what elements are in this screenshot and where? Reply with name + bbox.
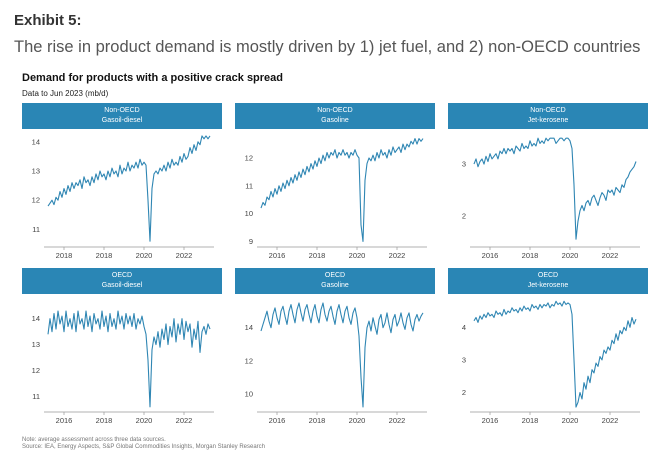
- series-line: [260, 138, 424, 242]
- panel-banner: Non-OECD Gasoil-diesel: [22, 103, 222, 129]
- x-tick-label: 2020: [349, 416, 366, 425]
- x-tick-label: 2018: [96, 416, 113, 425]
- panel-oecd-gasoil-diesel: OECD Gasoil-diesel 11 12 13 14 2016 2018 2020 2…: [22, 268, 222, 428]
- x-tick-label: 2018: [309, 251, 326, 260]
- chart-subtitle: Data to Jun 2023 (mb/d): [22, 89, 109, 98]
- y-tick-label: 9: [249, 237, 253, 246]
- y-tick-label: 13: [32, 167, 40, 176]
- panel-product: Jet-kerosene: [527, 282, 569, 289]
- y-tick-label: 4: [462, 323, 466, 332]
- x-tick-label: 2020: [349, 251, 366, 260]
- x-tick-label: 2016: [56, 416, 73, 425]
- chart-title: Demand for products with a positive crac…: [22, 72, 284, 84]
- footnotes: Note: average assessment across three da…: [22, 437, 265, 451]
- x-tick-label: 2020: [136, 416, 153, 425]
- x-tick-label: 2022: [176, 416, 193, 425]
- panel-oecd-gasoline: OECD Gasoline 10 12 14 2016 2018 2020 2022: [235, 268, 435, 428]
- x-tick-label: 2016: [482, 416, 499, 425]
- y-tick-label: 10: [245, 389, 253, 398]
- x-tick-label: 2016: [269, 251, 286, 260]
- y-tick-label: 12: [32, 366, 40, 375]
- x-tick-label: 2022: [389, 416, 406, 425]
- y-tick-label: 10: [245, 209, 253, 218]
- panel-product: Gasoil-diesel: [101, 117, 143, 124]
- panel-banner: OECD Gasoil-diesel: [22, 268, 222, 294]
- y-tick-label: 12: [245, 154, 253, 163]
- y-tick-label: 3: [462, 160, 466, 169]
- series-line: [260, 302, 424, 408]
- footnote-note: Note: average assessment across three da…: [22, 437, 166, 443]
- y-tick-label: 2: [462, 388, 466, 397]
- panel-region: Non-OECD: [317, 107, 353, 114]
- y-tick-label: 11: [32, 225, 40, 234]
- x-tick-label: 2022: [602, 416, 619, 425]
- panel-region: OECD: [537, 272, 559, 279]
- y-tick-label: 2: [462, 211, 466, 220]
- x-tick-label: 2016: [269, 416, 286, 425]
- y-tick-label: 14: [32, 137, 40, 146]
- panel-oecd-jet-kerosene: OECD Jet-kerosene 2 3 4 2016 2018 2020 2022: [448, 268, 648, 428]
- panel-product: Gasoline: [321, 117, 349, 124]
- series-line: [47, 310, 211, 408]
- x-tick-label: 2018: [56, 251, 73, 260]
- panel-plot: 9 10 11 12 2016 2018 2020 2022: [245, 138, 427, 260]
- panel-banner: OECD Jet-kerosene: [448, 268, 648, 294]
- x-tick-label: 2022: [176, 251, 193, 260]
- panel-nonoecd-jet-kerosene: Non-OECD Jet-kerosene 2 3 2016 2018 2020 2022: [448, 103, 648, 263]
- panel-product: Gasoil-diesel: [101, 282, 143, 289]
- panel-region: Non-OECD: [104, 107, 140, 114]
- y-tick-label: 3: [462, 355, 466, 364]
- y-tick-label: 12: [245, 356, 253, 365]
- x-tick-label: 2020: [562, 251, 579, 260]
- x-tick-label: 2018: [522, 416, 539, 425]
- panel-nonoecd-gasoline: Non-OECD Gasoline 9 10 11 12 2016 2018 2020 202…: [235, 103, 435, 263]
- panel-plot: 11 12 13 14 2018 2018 2020 2022: [32, 135, 214, 260]
- x-tick-label: 2020: [562, 416, 579, 425]
- y-tick-label: 11: [32, 392, 40, 401]
- y-tick-label: 12: [32, 196, 40, 205]
- headline: The rise in product demand is mostly dri…: [14, 38, 641, 56]
- x-tick-label: 2022: [602, 251, 619, 260]
- exhibit-label: Exhibit 5:: [14, 12, 82, 29]
- y-tick-label: 14: [32, 314, 40, 323]
- panel-plot: 11 12 13 14 2016 2018 2020 2022: [32, 310, 214, 425]
- panel-banner: Non-OECD Jet-kerosene: [448, 103, 648, 129]
- series-line: [47, 135, 211, 242]
- x-tick-label: 2018: [96, 251, 113, 260]
- panel-plot: 2 3 2016 2018 2020 2022: [462, 137, 640, 260]
- series-line: [473, 137, 637, 240]
- panel-plot: 2 3 4 2016 2018 2020 2022: [462, 300, 640, 425]
- y-tick-label: 11: [245, 181, 253, 190]
- x-tick-label: 2020: [136, 251, 153, 260]
- panel-region: OECD: [111, 272, 133, 279]
- y-tick-label: 14: [245, 323, 253, 332]
- panel-plot: 10 12 14 2016 2018 2020 2022: [245, 302, 427, 425]
- y-tick-label: 13: [32, 340, 40, 349]
- panel-region: OECD: [324, 272, 346, 279]
- panel-nonoecd-gasoil-diesel: Non-OECD Gasoil-diesel 11 12 13 14 2018 2018 2…: [22, 103, 222, 263]
- panel-banner: Non-OECD Gasoline: [235, 103, 435, 129]
- x-tick-label: 2018: [522, 251, 539, 260]
- panel-region: Non-OECD: [530, 107, 566, 114]
- x-tick-label: 2022: [389, 251, 406, 260]
- x-tick-label: 2018: [309, 416, 326, 425]
- footnote-source: Source: IEA, Energy Aspects, S&P Global …: [22, 444, 266, 450]
- panel-product: Gasoline: [321, 282, 349, 289]
- panel-product: Jet-kerosene: [527, 117, 569, 124]
- panel-banner: OECD Gasoline: [235, 268, 435, 294]
- x-tick-label: 2016: [482, 251, 499, 260]
- series-line: [473, 300, 637, 408]
